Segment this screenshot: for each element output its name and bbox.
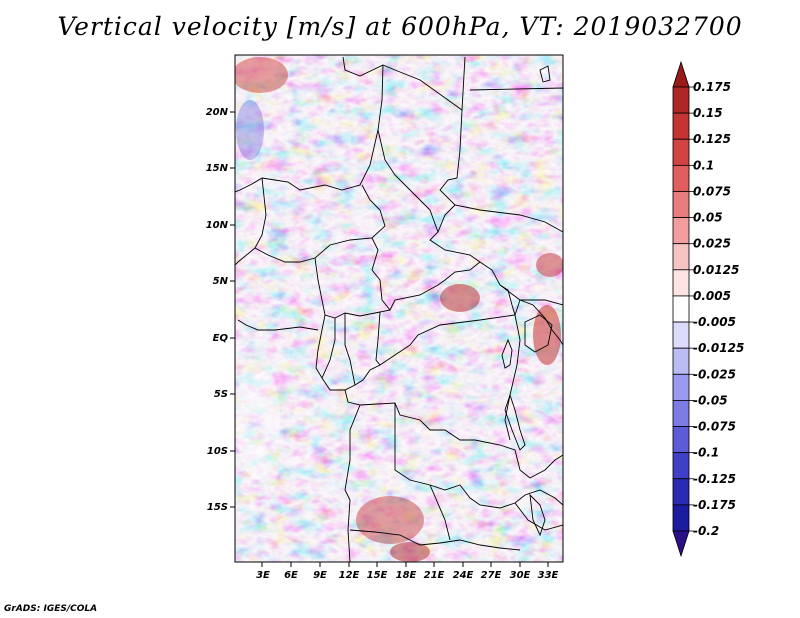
latitude-labels: 20N 15N 10N 5N EQ 5S 10S 15S (206, 107, 229, 513)
colorbar-swatch (673, 427, 689, 453)
colorbar-swatch (673, 505, 689, 531)
longitude-labels: 3E 6E 9E 12E 15E 18E 21E 24E 27E 30E 33E (256, 570, 558, 581)
colorbar-swatch (673, 244, 689, 270)
grads-credit: GrADS: IGES/COLA (4, 604, 97, 614)
colorbar-label: -0.025 (693, 367, 736, 381)
lon-label: 15E (367, 570, 388, 581)
colorbar-label: -0.1 (693, 446, 719, 460)
lat-label: 15N (206, 163, 229, 174)
colorbar-cap-bottom (673, 531, 689, 556)
velocity-map-figure: 20N 15N 10N 5N EQ 5S 10S 15S 3E 6E 9E 12… (0, 0, 800, 618)
colorbar-swatch (673, 87, 689, 113)
lon-label: 9E (313, 570, 327, 581)
colorbar-swatch (673, 374, 689, 400)
colorbar-swatch (673, 479, 689, 505)
lat-label: EQ (213, 333, 229, 344)
lat-label: 10S (207, 446, 228, 457)
lon-label: 21E (424, 570, 445, 581)
colorbar-swatch (673, 139, 689, 165)
colorbar-label: 0.0125 (693, 263, 739, 277)
colorbar-label: 0.15 (693, 106, 723, 120)
colorbar-label: 0.125 (693, 132, 731, 146)
colorbar-swatch (673, 218, 689, 244)
colorbar-label: 0.1 (693, 158, 714, 172)
lon-label: 3E (256, 570, 270, 581)
lon-label: 12E (339, 570, 360, 581)
colorbar-label: 0.075 (693, 184, 731, 198)
lon-label: 24E (453, 570, 474, 581)
colorbar-swatch (673, 348, 689, 374)
lat-label: 5S (214, 389, 228, 400)
colorbar-cap-top (673, 62, 689, 87)
colorbar-label: 0.05 (693, 211, 723, 225)
lon-label: 18E (396, 570, 417, 581)
colorbar-swatch (673, 191, 689, 217)
colorbar-label: 0.175 (693, 80, 731, 94)
colorbar: 0.175 0.15 0.125 0.1 0.075 0.05 0.025 0.0125 0.0… (673, 62, 744, 556)
colorbar-swatch (673, 270, 689, 296)
lat-label: 20N (206, 107, 229, 118)
colorbar-swatch (673, 453, 689, 479)
colorbar-label: -0.05 (693, 393, 728, 407)
colorbar-label: -0.0125 (693, 341, 744, 355)
lat-label: 10N (206, 220, 229, 231)
lat-label: 15S (207, 502, 228, 513)
lon-label: 33E (538, 570, 559, 581)
lon-label: 27E (481, 570, 502, 581)
colorbar-label: 0.005 (693, 289, 731, 303)
colorbar-swatch (673, 322, 689, 348)
colorbar-label: -0.005 (693, 315, 736, 329)
colorbar-label: -0.075 (693, 420, 736, 434)
lon-label: 6E (284, 570, 298, 581)
colorbar-label: -0.125 (693, 472, 736, 486)
colorbar-swatch (673, 165, 689, 191)
colorbar-swatch (673, 113, 689, 139)
lon-label: 30E (510, 570, 531, 581)
colorbar-label: 0.025 (693, 237, 731, 251)
colorbar-swatch (673, 296, 689, 322)
colorbar-label: -0.2 (693, 524, 719, 538)
colorbar-swatch (673, 400, 689, 426)
colorbar-label: -0.175 (693, 498, 736, 512)
velocity-field (232, 55, 564, 562)
lat-label: 5N (213, 276, 229, 287)
